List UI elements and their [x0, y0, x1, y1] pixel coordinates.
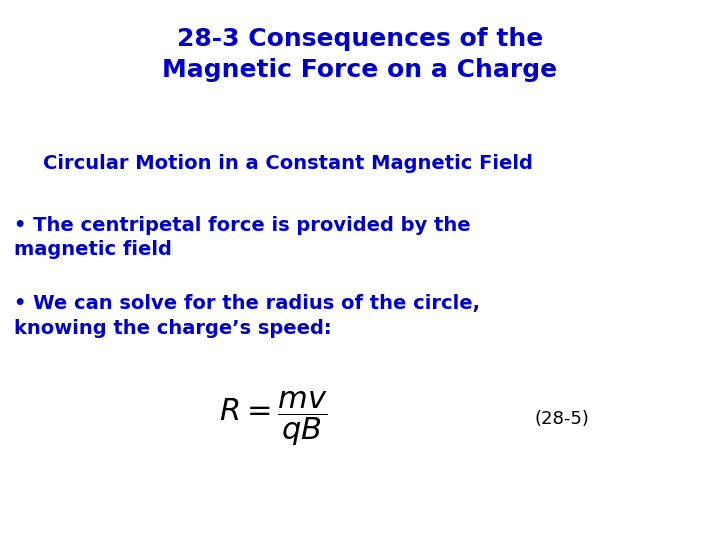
Text: $R = \dfrac{mv}{qB}$: $R = \dfrac{mv}{qB}$: [219, 389, 328, 448]
Text: 28-3 Consequences of the
Magnetic Force on a Charge: 28-3 Consequences of the Magnetic Force …: [163, 27, 557, 82]
Text: • The centripetal force is provided by the
magnetic field: • The centripetal force is provided by t…: [14, 216, 471, 259]
Text: Circular Motion in a Constant Magnetic Field: Circular Motion in a Constant Magnetic F…: [43, 154, 533, 173]
Text: • We can solve for the radius of the circle,
knowing the charge’s speed:: • We can solve for the radius of the cir…: [14, 294, 480, 338]
Text: (28-5): (28-5): [534, 409, 589, 428]
